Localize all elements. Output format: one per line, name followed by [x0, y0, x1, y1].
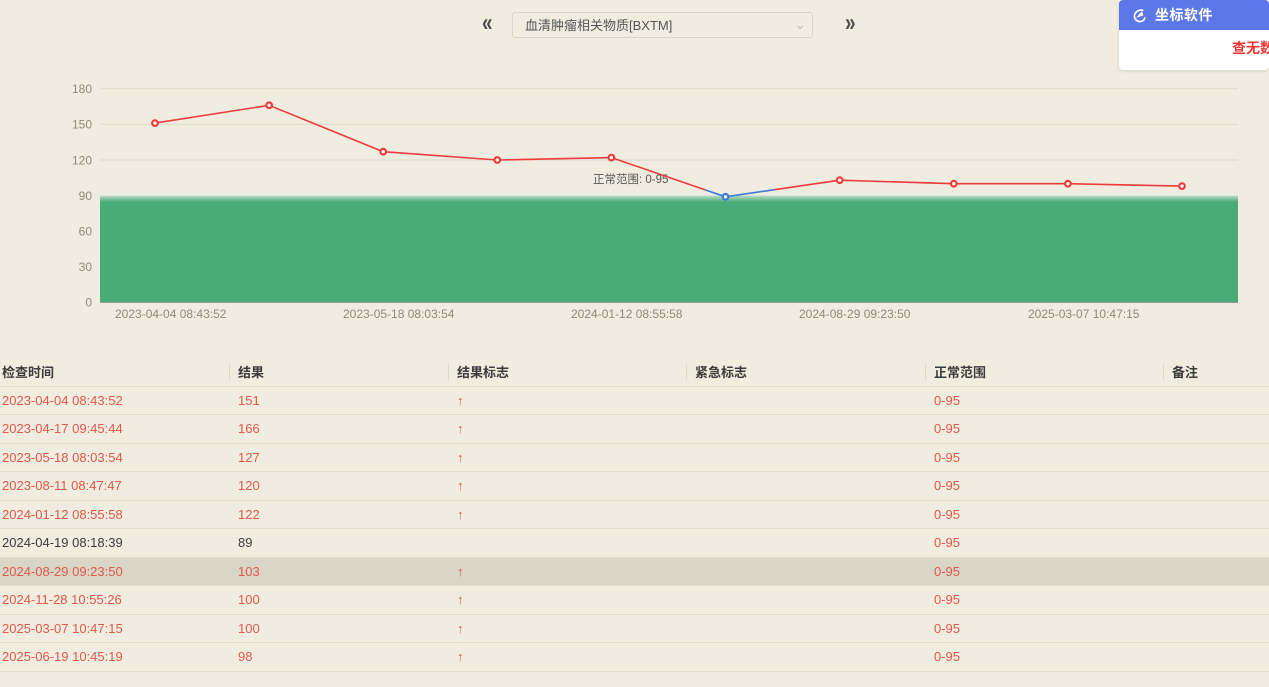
svg-text:180: 180	[72, 82, 92, 96]
svg-text:30: 30	[79, 260, 93, 274]
svg-text:2024-08-29 09:23:50: 2024-08-29 09:23:50	[799, 307, 911, 321]
svg-text:150: 150	[72, 118, 92, 132]
svg-text:2023-04-04 08:43:52: 2023-04-04 08:43:52	[115, 307, 227, 321]
svg-text:2024-01-12 08:55:58: 2024-01-12 08:55:58	[571, 307, 683, 321]
svg-text:0: 0	[85, 296, 92, 310]
svg-text:2023-05-18 08:03:54: 2023-05-18 08:03:54	[343, 307, 455, 321]
svg-text:90: 90	[79, 189, 93, 203]
svg-text:2025-03-07 10:47:15: 2025-03-07 10:47:15	[1028, 307, 1140, 321]
svg-text:60: 60	[79, 225, 93, 239]
svg-text:120: 120	[72, 154, 92, 168]
